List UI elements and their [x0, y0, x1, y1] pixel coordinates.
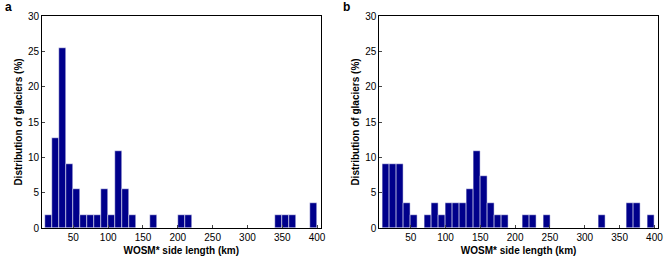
svg-text:200: 200	[507, 232, 524, 243]
svg-text:50: 50	[68, 232, 80, 243]
svg-text:a: a	[5, 0, 12, 14]
svg-text:350: 350	[274, 232, 291, 243]
svg-text:400: 400	[646, 232, 663, 243]
svg-text:350: 350	[611, 232, 628, 243]
svg-text:50: 50	[405, 232, 417, 243]
svg-text:0: 0	[371, 223, 377, 234]
svg-text:10: 10	[365, 152, 377, 163]
svg-text:300: 300	[239, 232, 256, 243]
svg-text:400: 400	[309, 232, 326, 243]
svg-text:30: 30	[365, 11, 377, 22]
svg-text:150: 150	[135, 232, 152, 243]
svg-text:150: 150	[472, 232, 489, 243]
svg-text:100: 100	[437, 232, 454, 243]
svg-text:20: 20	[365, 81, 377, 92]
svg-text:b: b	[343, 0, 350, 14]
svg-text:WOSM* side length (km): WOSM* side length (km)	[123, 245, 239, 256]
svg-text:Distribution of glaciers (%): Distribution of glaciers (%)	[13, 58, 24, 185]
svg-text:0: 0	[33, 223, 39, 234]
svg-text:100: 100	[100, 232, 117, 243]
svg-text:10: 10	[28, 152, 40, 163]
svg-text:25: 25	[365, 46, 377, 57]
svg-text:30: 30	[28, 11, 40, 22]
svg-text:5: 5	[371, 187, 377, 198]
svg-text:WOSM* side length (km): WOSM* side length (km)	[461, 245, 577, 256]
svg-text:250: 250	[204, 232, 221, 243]
svg-text:250: 250	[542, 232, 559, 243]
svg-text:25: 25	[28, 46, 40, 57]
svg-text:300: 300	[576, 232, 593, 243]
svg-text:20: 20	[28, 81, 40, 92]
svg-text:15: 15	[28, 117, 40, 128]
svg-text:15: 15	[365, 117, 377, 128]
svg-text:5: 5	[33, 187, 39, 198]
svg-text:Distribution of glaciers (%): Distribution of glaciers (%)	[350, 58, 361, 185]
svg-text:200: 200	[169, 232, 186, 243]
